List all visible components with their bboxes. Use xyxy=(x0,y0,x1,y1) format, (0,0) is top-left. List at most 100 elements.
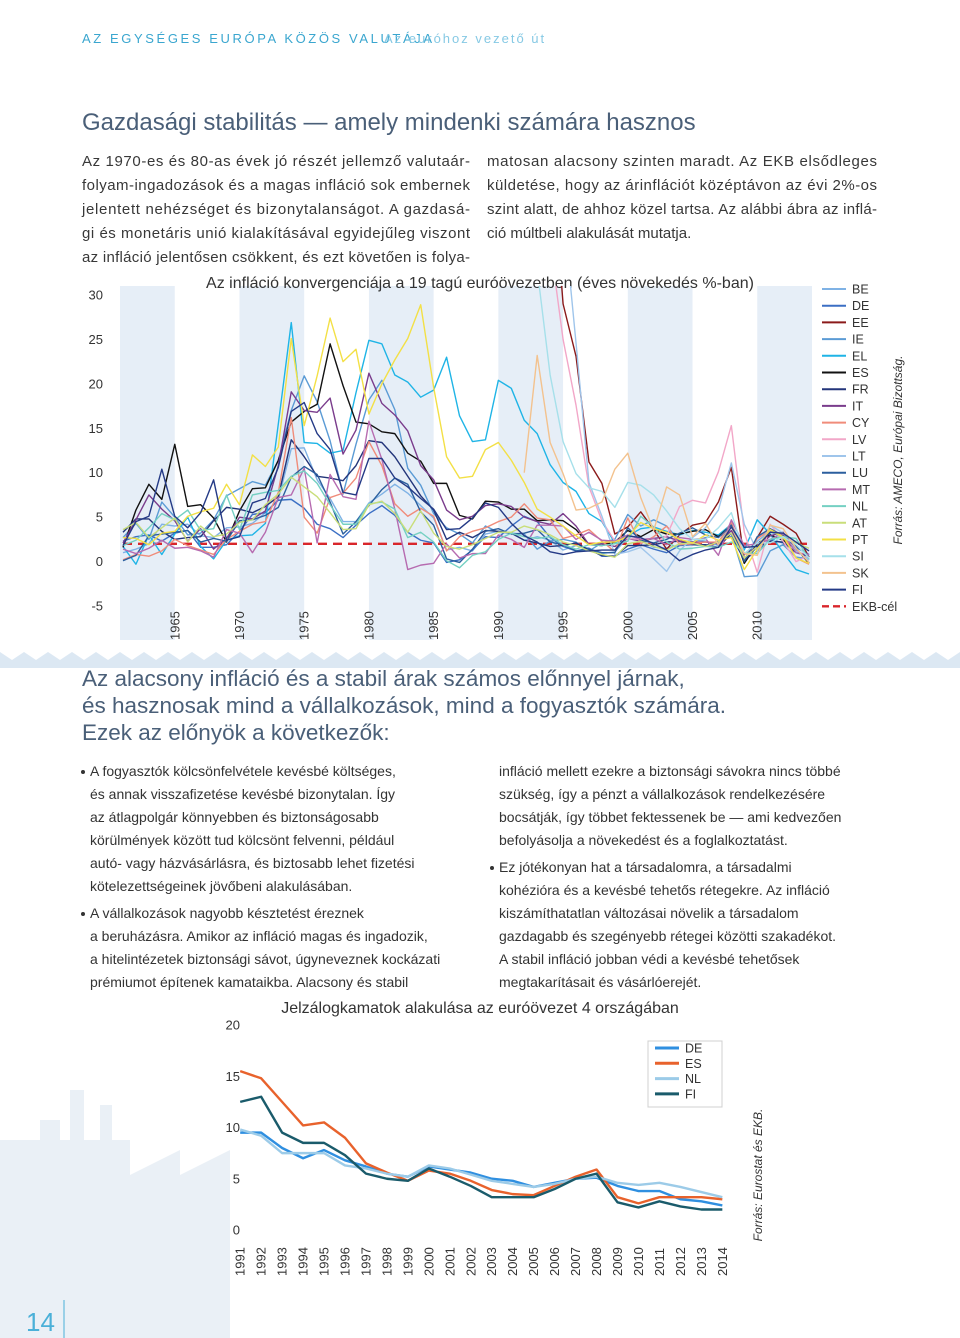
legend-label: LT xyxy=(852,450,866,464)
chart-title: Jelzálogkamatok alakulása az euróövezet … xyxy=(281,1000,679,1017)
lines xyxy=(122,286,810,578)
legend-label: LU xyxy=(852,466,868,480)
intro-line: folyam-ingadozások és a magas infláció s… xyxy=(82,177,471,194)
legend-label: CY xyxy=(852,416,870,430)
benefit-line: A stabil infláció jobban védi a kevésbé … xyxy=(499,951,800,967)
benefit-line: A vállalkozások nagyobb késztetést érezn… xyxy=(90,905,365,921)
intro-line: ció múltbeli alakulását mutatja. xyxy=(487,225,691,242)
series-line xyxy=(122,343,810,565)
benefit-line: bocsátják, így többet fektessenek be — a… xyxy=(499,809,841,825)
chart-title: Az infláció konvergenciája a 19 tagú eur… xyxy=(206,275,754,292)
series-line xyxy=(239,1095,723,1211)
legend-label: ES xyxy=(685,1057,702,1071)
x-tick-label: 2006 xyxy=(547,1247,562,1276)
benefit-line: autó- vagy házvásárlásra, és biztosabb l… xyxy=(90,855,415,871)
x-tick-label: 1980 xyxy=(361,611,376,640)
benefit-line: kohézióra és a kevésbé tehetős rétegekre… xyxy=(499,882,830,898)
series-line xyxy=(122,439,810,562)
x-tick-label: 2000 xyxy=(421,1247,436,1276)
x-tick-label: 1995 xyxy=(556,611,571,640)
series-line xyxy=(560,286,810,561)
x-tick-label: 2003 xyxy=(484,1247,499,1276)
legend-label: FI xyxy=(852,583,863,597)
legend-label: MT xyxy=(852,483,870,497)
benefit-line: körülmények között tud kölcsönt felvenni… xyxy=(90,832,394,848)
x-tick-label: 2008 xyxy=(589,1247,604,1276)
series-subtitle: Az euróhoz vezető út xyxy=(384,31,546,46)
y-tick-label: 10 xyxy=(226,1120,240,1135)
benefit-line: befolyásolja a növekedést és a foglalkoz… xyxy=(499,832,788,848)
x-tick-label: 1990 xyxy=(491,611,506,640)
legend-label: ES xyxy=(852,366,869,380)
benefit-line: a hitelintézetek biztonsági sávot, úgyne… xyxy=(90,951,440,967)
x-tick-label: 1970 xyxy=(232,611,247,640)
series-line xyxy=(122,476,810,559)
series-line xyxy=(239,1069,723,1205)
y-tick-label: 20 xyxy=(89,376,103,391)
legend-label: EE xyxy=(852,316,869,330)
x-tick-label: 2010 xyxy=(631,1247,646,1276)
y-tick-label: 25 xyxy=(89,332,103,347)
page-number: 14 xyxy=(26,1307,55,1337)
bullet xyxy=(81,770,85,774)
x-tick-label: 1994 xyxy=(296,1247,311,1276)
intro-line: szint alatt, de ahhoz közel tartsa. Az a… xyxy=(487,201,877,218)
x-tick-label: 1975 xyxy=(297,611,312,640)
x-tick-label: 1996 xyxy=(338,1247,353,1276)
plot-band xyxy=(692,286,758,640)
benefit-line: Ez jótékonyan hat a társadalomra, a társ… xyxy=(499,859,792,875)
intro-line: Az 1970-es és 80-as évek jó részét jelle… xyxy=(82,153,470,170)
y-tick-label: 15 xyxy=(226,1069,240,1084)
legend-label: EL xyxy=(852,349,867,363)
x-tick-label: 1991 xyxy=(233,1247,248,1276)
benefit-line: a beruházásra. Amikor az infláció magas … xyxy=(90,928,428,944)
bullet xyxy=(490,866,494,870)
plot-band xyxy=(174,286,240,640)
y-tick-label: 0 xyxy=(96,554,103,569)
y-tick-label: 5 xyxy=(233,1171,240,1186)
legend-label: FI xyxy=(685,1087,696,1101)
series-line xyxy=(122,401,810,562)
benefits-heading: és hasznosak mind a vállalkozások, mind … xyxy=(82,693,726,718)
source-note: Forrás: Eurostat és EKB. xyxy=(751,1109,765,1242)
plot-band xyxy=(433,286,499,640)
series-line xyxy=(523,354,810,563)
intro-line: jelentett nehézséget és bizonytalanságot… xyxy=(81,201,470,218)
y-tick-label: 15 xyxy=(89,421,103,436)
x-tick-label: 1997 xyxy=(358,1247,373,1276)
series-line xyxy=(555,286,810,573)
zigzag-separator xyxy=(0,652,960,668)
x-tick-label: 2005 xyxy=(685,611,700,640)
x-tick-label: 2005 xyxy=(526,1247,541,1276)
x-tick-label: 2009 xyxy=(610,1247,625,1276)
x-tick-label: 1965 xyxy=(167,611,182,640)
y-tick-label: 10 xyxy=(89,465,103,480)
legend-label: BE xyxy=(852,283,869,297)
x-tick-label: 2010 xyxy=(750,611,765,640)
legend-label: LV xyxy=(852,433,867,447)
benefit-line: és annak visszafizetése kevésbé bizonyta… xyxy=(90,786,395,802)
y-tick-label: 5 xyxy=(96,510,103,525)
plot-band xyxy=(304,286,369,640)
series-line xyxy=(538,286,810,559)
series-line xyxy=(122,304,810,571)
series-line xyxy=(239,1128,723,1199)
y-tick-label: 0 xyxy=(233,1223,240,1238)
legend-label: SI xyxy=(852,550,864,564)
benefit-line: prémiumot építenek kamataikba. Alacsony … xyxy=(90,974,408,990)
benefit-line: megtakarításait és vásárlóerejét. xyxy=(499,974,701,990)
x-tick-label: 2012 xyxy=(673,1247,688,1276)
legend-label: AT xyxy=(852,516,867,530)
legend-label: DE xyxy=(852,299,869,313)
x-tick-label: 1993 xyxy=(275,1247,290,1276)
legend-label: FR xyxy=(852,383,869,397)
lines xyxy=(239,1069,723,1211)
y-tick-label: 30 xyxy=(89,288,103,303)
x-tick-label: 1985 xyxy=(426,611,441,640)
x-tick-label: 2004 xyxy=(505,1247,520,1276)
y-tick-label: 20 xyxy=(226,1018,240,1033)
benefit-line: kiszámíthatatlan változásai növelik a tá… xyxy=(499,905,799,921)
factory-silhouette xyxy=(0,1090,230,1338)
x-tick-label: 1999 xyxy=(400,1247,415,1276)
legend-label: IT xyxy=(852,399,863,413)
